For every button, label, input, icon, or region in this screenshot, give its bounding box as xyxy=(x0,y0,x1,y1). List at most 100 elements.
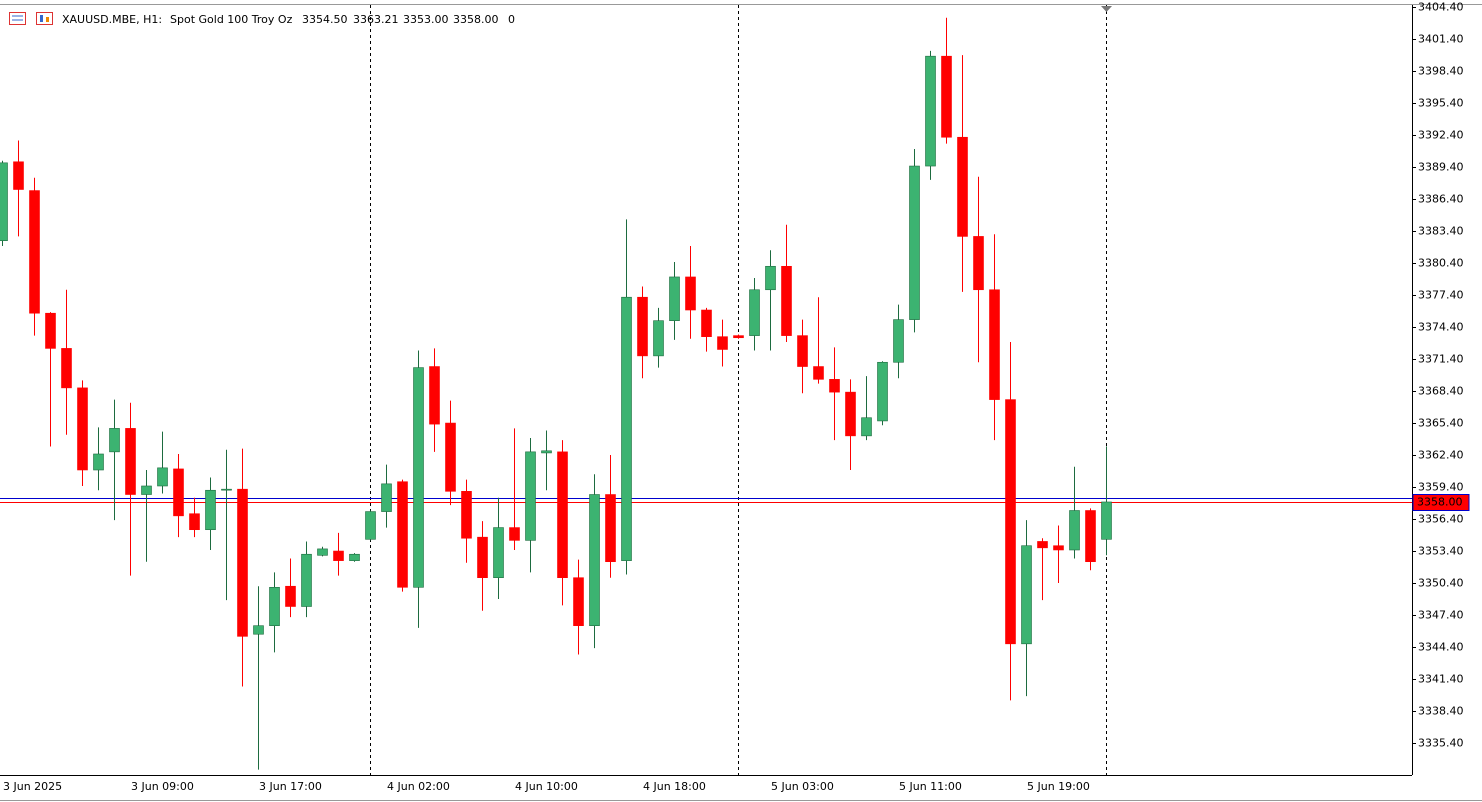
candle-body xyxy=(125,428,136,495)
candle-body xyxy=(173,468,184,517)
candle-body xyxy=(285,585,296,607)
candle-body xyxy=(493,527,504,579)
x-tick-label: 4 Jun 10:00 xyxy=(515,780,578,793)
candle-body xyxy=(461,491,472,539)
candle-body xyxy=(829,379,840,393)
ohlc-label: 3358.00 xyxy=(453,13,499,26)
candle-body xyxy=(877,361,888,422)
candle-body xyxy=(557,451,568,579)
candle-body xyxy=(733,335,744,339)
y-tick-label: 3389.40 xyxy=(1418,161,1464,174)
icon xyxy=(36,12,53,25)
candle-body xyxy=(413,367,424,588)
shift-marker xyxy=(1101,6,1112,12)
candle-body xyxy=(77,387,88,471)
candle-body xyxy=(349,553,360,561)
symbol: XAUUSD.MBE, H1: xyxy=(62,13,162,26)
bid-label-box xyxy=(1412,494,1470,511)
x-tick-label: 5 Jun 03:00 xyxy=(771,780,834,793)
candle-body xyxy=(1085,510,1096,563)
candle-body xyxy=(861,417,872,437)
candle-body xyxy=(189,513,200,531)
x-tick-label: 4 Jun 18:00 xyxy=(643,780,706,793)
candle-body xyxy=(685,276,696,311)
candle-body xyxy=(157,467,168,487)
candle-body xyxy=(573,577,584,626)
candle-body xyxy=(61,348,72,389)
candle-body xyxy=(925,55,936,167)
y-tick-label: 3404.40 xyxy=(1418,1,1464,14)
candle-body xyxy=(269,586,280,626)
y-tick-label: 3341.40 xyxy=(1418,673,1464,686)
candle-body xyxy=(941,55,952,138)
candle-body xyxy=(13,161,24,190)
y-tick-label: 3344.40 xyxy=(1418,641,1464,654)
candle-body xyxy=(333,550,344,561)
y-tick-label: 3362.40 xyxy=(1418,449,1464,462)
y-tick-label: 3374.40 xyxy=(1418,321,1464,334)
candle-body xyxy=(301,553,312,607)
candle-body xyxy=(621,296,632,561)
candle-body xyxy=(605,494,616,563)
candle-body xyxy=(845,391,856,437)
candle-body xyxy=(541,450,552,454)
candle-body xyxy=(205,489,216,531)
x-tick-label: 3 Jun 17:00 xyxy=(259,780,322,793)
x-tick-label: 5 Jun 11:00 xyxy=(899,780,962,793)
y-tick-label: 3365.40 xyxy=(1418,417,1464,430)
y-tick-label: 3347.40 xyxy=(1418,609,1464,622)
bid-label: 3358.00 xyxy=(1417,496,1463,509)
y-tick-label: 3335.40 xyxy=(1418,737,1464,750)
candle-body xyxy=(29,190,40,314)
chart-header: XAUUSD.MBE, H1: Spot Gold 100 Troy Oz 33… xyxy=(62,13,515,26)
candle-body xyxy=(701,309,712,337)
candle-body xyxy=(253,625,264,635)
y-tick-label: 3371.40 xyxy=(1418,353,1464,366)
y-tick-label: 3377.40 xyxy=(1418,289,1464,302)
y-tick-label: 3359.40 xyxy=(1418,481,1464,494)
candle-body xyxy=(221,488,232,491)
y-tick-label: 3395.40 xyxy=(1418,97,1464,110)
y-tick-label: 3392.40 xyxy=(1418,129,1464,142)
candle-body xyxy=(141,485,152,495)
candle-body xyxy=(45,312,56,349)
x-tick-label: 3 Jun 09:00 xyxy=(131,780,194,793)
y-tick-label: 3338.40 xyxy=(1418,705,1464,718)
x-tick-label: 4 Jun 02:00 xyxy=(387,780,450,793)
icon xyxy=(40,15,43,22)
ohlc-label: 3363.21 xyxy=(353,13,399,26)
x-tick-label: 3 Jun 2025 xyxy=(3,780,62,793)
candle-body xyxy=(813,366,824,380)
candle-body xyxy=(1005,399,1016,645)
icon xyxy=(9,12,26,25)
candle-body xyxy=(1053,545,1064,551)
candle-body xyxy=(525,451,536,541)
candle-body xyxy=(717,336,728,350)
candle-body xyxy=(445,422,456,492)
candle-body xyxy=(749,289,760,336)
tick-volume: 0 xyxy=(508,13,515,26)
candle-body xyxy=(397,481,408,588)
candle-body xyxy=(781,265,792,336)
candle-body xyxy=(365,511,376,540)
y-tick-label: 3380.40 xyxy=(1418,257,1464,270)
candle-body xyxy=(317,548,328,556)
x-tick-label: 5 Jun 19:00 xyxy=(1027,780,1090,793)
candle-body xyxy=(637,296,648,357)
y-tick-label: 3353.40 xyxy=(1418,545,1464,558)
candle-body xyxy=(509,527,520,541)
candle-body xyxy=(477,536,488,579)
candle-body xyxy=(797,335,808,367)
y-tick-label: 3350.40 xyxy=(1418,577,1464,590)
y-tick-label: 3398.40 xyxy=(1418,65,1464,78)
candle-body xyxy=(237,488,248,637)
y-tick-label: 3368.40 xyxy=(1418,385,1464,398)
candle-body xyxy=(989,289,1000,400)
candle-body xyxy=(893,319,904,363)
description: Spot Gold 100 Troy Oz xyxy=(170,13,293,26)
candle-body xyxy=(589,494,600,626)
y-tick-label: 3356.40 xyxy=(1418,513,1464,526)
candle-body xyxy=(429,366,440,425)
y-tick-label: 3401.40 xyxy=(1418,33,1464,46)
